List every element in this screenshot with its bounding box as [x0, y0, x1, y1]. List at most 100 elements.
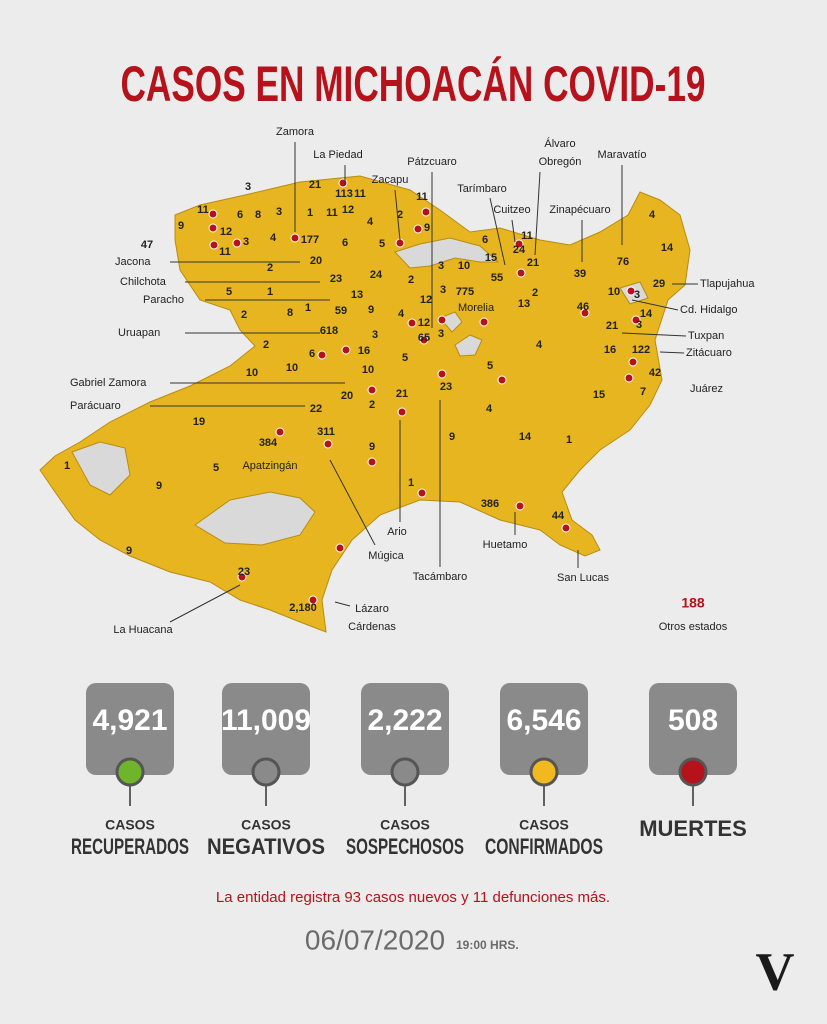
case-dot: [290, 233, 300, 243]
case-dot: [208, 209, 218, 219]
case-count: 1: [267, 286, 273, 298]
stat-box: [361, 683, 449, 775]
date: 06/07/2020: [305, 924, 445, 955]
stat-label: CONFIRMADOS: [485, 834, 603, 859]
case-count: 1: [408, 477, 414, 489]
case-count: 65: [418, 332, 430, 344]
case-count: 2: [397, 209, 403, 221]
case-dot: [561, 523, 571, 533]
place-name: Jacona: [115, 256, 151, 268]
stat-indicator: [678, 757, 708, 787]
case-count: 8: [287, 307, 293, 319]
place-name: San Lucas: [557, 572, 609, 584]
stat-value: 508: [668, 704, 718, 737]
place-name: Uruapan: [118, 327, 160, 339]
case-dot: [421, 207, 431, 217]
case-count: 113: [335, 188, 353, 200]
stat-caption: CASOS: [105, 817, 155, 833]
case-count: 11: [354, 188, 366, 200]
case-count: 2: [263, 339, 269, 351]
case-count: 1: [566, 434, 572, 446]
case-dot: [407, 318, 417, 328]
case-dot: [413, 224, 423, 234]
case-count: 311: [317, 426, 335, 438]
case-count: 6: [342, 237, 348, 249]
stat-indicator: [251, 757, 281, 787]
case-count: 3: [245, 181, 251, 193]
case-dot: [395, 238, 405, 248]
case-count: 177: [301, 234, 319, 246]
case-dot: [323, 439, 333, 449]
case-count: 11: [416, 191, 428, 203]
case-dot: [317, 350, 327, 360]
stat-box: [649, 683, 737, 775]
case-dot: [341, 345, 351, 355]
case-count: 24: [370, 269, 383, 281]
case-count: 5: [213, 462, 219, 474]
case-dot: [514, 239, 524, 249]
place-name: Juárez: [690, 383, 723, 395]
stat-value: 6,546: [506, 704, 581, 737]
place-name: Tarímbaro: [457, 183, 507, 195]
case-count: 21: [527, 257, 539, 269]
other-states-count: 188: [681, 595, 705, 611]
other-region: [194, 491, 316, 546]
case-count: 2,180: [289, 602, 317, 614]
leader-line: [631, 299, 679, 311]
case-count: 29: [653, 278, 665, 290]
place-name: Zamora: [276, 126, 315, 138]
case-dot: [397, 407, 407, 417]
case-count: 4: [367, 216, 374, 228]
case-count: 3: [438, 328, 444, 340]
leader-line: [334, 601, 351, 607]
place-name: Huetamo: [483, 539, 528, 551]
case-count: 3: [438, 260, 444, 272]
case-dot: [437, 315, 447, 325]
place-name: Cd. Hidalgo: [680, 304, 737, 316]
place-name: Tlapujahua: [700, 278, 755, 290]
case-dot: [624, 373, 634, 383]
case-count: 12: [418, 317, 430, 329]
case-count: 15: [593, 389, 605, 401]
leader-line: [511, 219, 516, 243]
case-count: 5: [402, 352, 408, 364]
case-count: 6: [482, 234, 488, 246]
place-name: Zitácuaro: [686, 347, 732, 359]
case-count: 618: [320, 325, 338, 337]
logo: V: [756, 941, 795, 1001]
leader-line: [489, 197, 506, 266]
other-states-label: Otros estados: [659, 621, 728, 633]
case-dot: [275, 427, 285, 437]
lake-zirahuen: [454, 334, 483, 357]
case-dot: [419, 335, 429, 345]
case-count: 4: [536, 339, 543, 351]
case-count: 2: [241, 309, 247, 321]
place-name: Álvaro: [544, 137, 575, 150]
other-region: [71, 441, 131, 496]
place-name: Chilchota: [120, 276, 167, 288]
case-dot: [417, 488, 427, 498]
case-dot: [479, 317, 489, 327]
case-count: 9: [449, 431, 455, 443]
case-count: 9: [424, 222, 430, 234]
case-count: 15: [485, 252, 497, 264]
case-dot: [208, 223, 218, 233]
stat-box: [86, 683, 174, 775]
leader-line: [534, 171, 541, 256]
case-count: 9: [178, 220, 184, 232]
case-count: 76: [617, 256, 629, 268]
case-dot: [437, 369, 447, 379]
case-count: 20: [341, 390, 353, 402]
case-count: 14: [519, 431, 532, 443]
stat-indicator: [115, 757, 145, 787]
place-name: Gabriel Zamora: [70, 377, 147, 389]
case-dot: [515, 501, 525, 511]
case-count: 8: [255, 209, 261, 221]
place-name: Ario: [387, 526, 407, 538]
stat-caption: CASOS: [519, 817, 569, 833]
place-name: Cuitzeo: [493, 204, 530, 216]
note: La entidad registra 93 casos nuevos y 11…: [216, 889, 610, 906]
case-count: 10: [286, 362, 298, 374]
leader-line: [394, 189, 401, 241]
